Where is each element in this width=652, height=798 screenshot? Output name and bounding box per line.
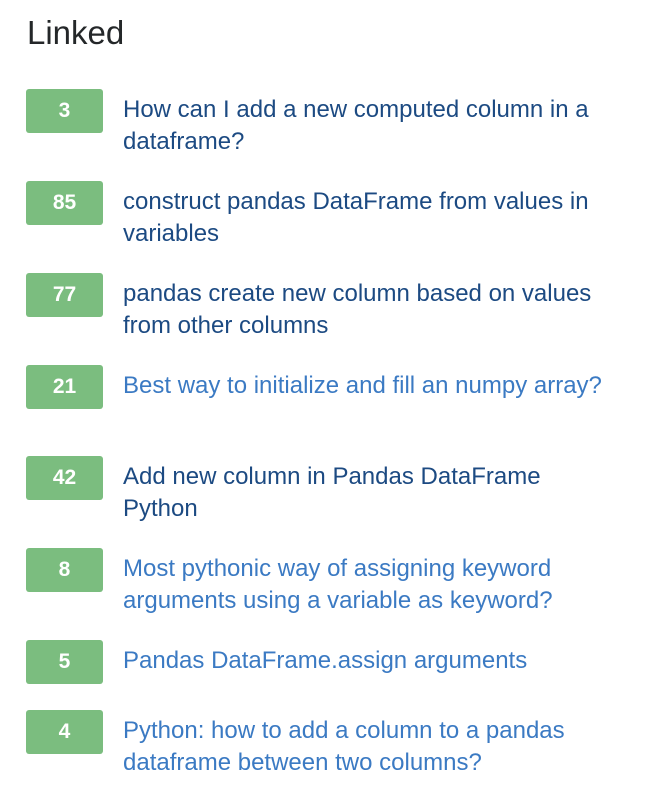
- list-item: 5 Pandas DataFrame.assign arguments: [26, 640, 626, 710]
- list-item: 42 Add new column in Pandas DataFrame Py…: [26, 456, 626, 548]
- score-badge[interactable]: 3: [26, 89, 103, 133]
- question-link[interactable]: Python: how to add a column to a pandas …: [123, 717, 565, 776]
- question-link[interactable]: Best way to initialize and fill an numpy…: [123, 372, 602, 399]
- question-link[interactable]: Pandas DataFrame.assign arguments: [123, 647, 528, 674]
- question-link[interactable]: How can I add a new computed column in a…: [123, 96, 589, 155]
- score-badge[interactable]: 77: [26, 273, 103, 317]
- score-badge[interactable]: 8: [26, 548, 103, 592]
- score-badge[interactable]: 85: [26, 181, 103, 225]
- list-item: 4 Python: how to add a column to a panda…: [26, 710, 626, 790]
- list-item: 85 construct pandas DataFrame from value…: [26, 181, 626, 273]
- list-item: 77 pandas create new column based on val…: [26, 273, 626, 365]
- score-badge[interactable]: 4: [26, 710, 103, 754]
- linked-list: 3 How can I add a new computed column in…: [26, 89, 626, 790]
- score-badge[interactable]: 5: [26, 640, 103, 684]
- linked-heading: Linked: [27, 14, 125, 51]
- question-link[interactable]: Most pythonic way of assigning keyword a…: [123, 555, 553, 614]
- score-badge[interactable]: 21: [26, 365, 103, 409]
- list-item: 21 Best way to initialize and fill an nu…: [26, 365, 626, 456]
- list-item: 3 How can I add a new computed column in…: [26, 89, 626, 181]
- list-item: 8 Most pythonic way of assigning keyword…: [26, 548, 626, 640]
- score-badge[interactable]: 42: [26, 456, 103, 500]
- question-link[interactable]: pandas create new column based on values…: [123, 280, 592, 339]
- question-link[interactable]: construct pandas DataFrame from values i…: [123, 188, 589, 247]
- question-link[interactable]: Add new column in Pandas DataFrame Pytho…: [123, 463, 541, 522]
